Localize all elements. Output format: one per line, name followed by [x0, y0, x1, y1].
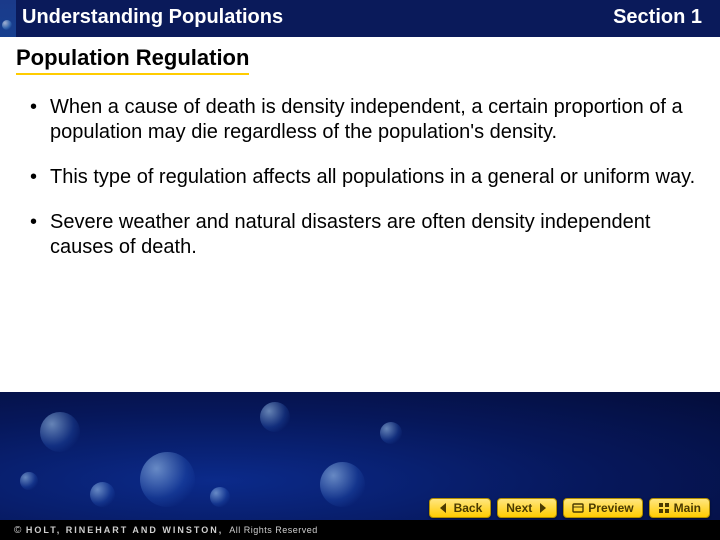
back-arrow-icon — [438, 502, 450, 514]
slide-header: Understanding Populations Section 1 — [0, 0, 720, 33]
main-label: Main — [674, 501, 701, 515]
bullet-item: When a cause of death is density indepen… — [24, 95, 696, 145]
header-left-title: Understanding Populations — [22, 6, 283, 29]
preview-label: Preview — [588, 501, 633, 515]
footer-rights: All Rights Reserved — [229, 525, 318, 535]
slide-subheader: Population Regulation — [0, 37, 720, 81]
bullet-item: This type of regulation affects all popu… — [24, 165, 696, 190]
preview-icon — [572, 502, 584, 514]
subheader-title: Population Regulation — [16, 45, 249, 75]
next-arrow-icon — [536, 502, 548, 514]
bullet-item: Severe weather and natural disasters are… — [24, 210, 696, 260]
main-button[interactable]: Main — [649, 498, 710, 518]
header-right-section: Section 1 — [613, 6, 702, 29]
bullet-list: When a cause of death is density indepen… — [24, 95, 696, 260]
content-area: When a cause of death is density indepen… — [0, 81, 720, 392]
nav-bar: Back Next Preview Main — [429, 498, 710, 518]
back-label: Back — [454, 501, 483, 515]
slide: Understanding Populations Section 1 Popu… — [0, 0, 720, 540]
footer-brand: HOLT, RINEHART AND WINSTON, — [26, 525, 223, 535]
back-button[interactable]: Back — [429, 498, 492, 518]
preview-button[interactable]: Preview — [563, 498, 642, 518]
next-label: Next — [506, 501, 532, 515]
footer-bar: © HOLT, RINEHART AND WINSTON, All Rights… — [0, 520, 720, 540]
next-button[interactable]: Next — [497, 498, 557, 518]
main-icon — [658, 502, 670, 514]
copyright-symbol: © — [14, 525, 22, 536]
